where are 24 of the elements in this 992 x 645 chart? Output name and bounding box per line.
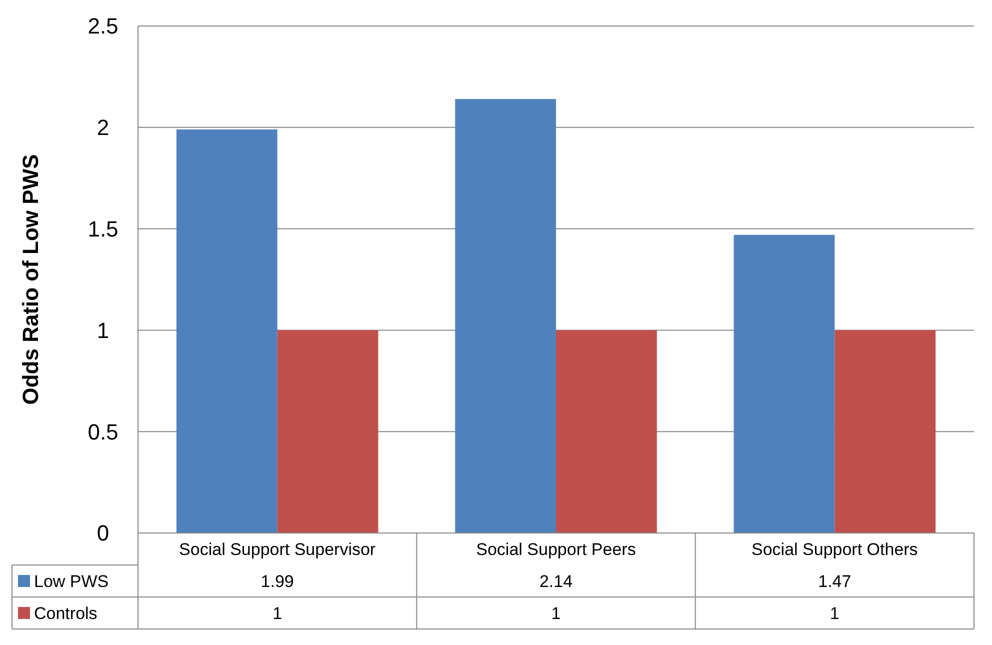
data-label: 1 <box>830 604 840 623</box>
legend-label: Controls <box>34 604 98 623</box>
data-label: 1.99 <box>260 572 294 591</box>
bar <box>455 99 556 533</box>
bar <box>176 129 278 533</box>
y-tick-label: 0 <box>96 520 110 546</box>
data-label: 1 <box>551 604 561 623</box>
bar <box>834 330 936 533</box>
x-tick-label: Social Support Others <box>752 540 918 559</box>
y-tick-label: 2.5 <box>88 14 118 39</box>
data-label: 1.47 <box>818 572 852 591</box>
x-tick-label: Social Support Supervisor <box>179 540 376 559</box>
y-tick-label: 1.5 <box>88 216 118 242</box>
x-tick-label: Social Support Peers <box>476 540 636 559</box>
y-axis-title: Odds Ratio of Low PWS <box>18 154 43 405</box>
bar <box>734 234 835 533</box>
data-label: 2.14 <box>539 572 573 591</box>
bar <box>556 330 657 533</box>
y-tick-label: 0.5 <box>88 419 118 444</box>
data-label: 1 <box>272 604 282 623</box>
legend-label: Low PWS <box>34 572 109 591</box>
y-tick-label: 1 <box>96 318 110 343</box>
bar <box>277 330 378 533</box>
y-tick-label: 2 <box>96 115 110 140</box>
